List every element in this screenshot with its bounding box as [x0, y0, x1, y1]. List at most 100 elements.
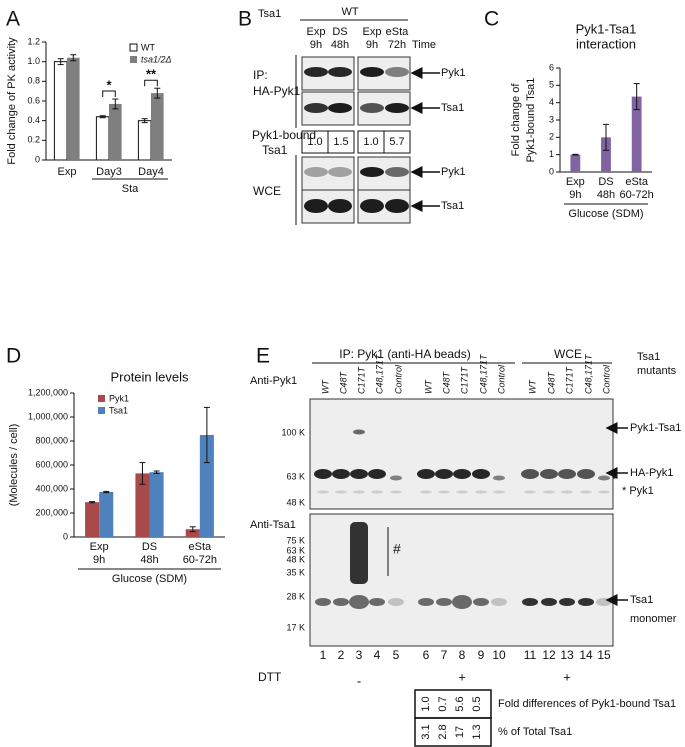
band [388, 598, 404, 606]
bar [199, 435, 214, 537]
lane-number: 2 [338, 648, 345, 662]
x-tick-label: 9h [93, 554, 105, 566]
label: - [357, 673, 361, 688]
x-tick-label: eSta [189, 541, 213, 553]
band [390, 490, 402, 494]
legend-swatch [129, 43, 138, 52]
band [368, 469, 386, 479]
error-bar [70, 54, 77, 62]
x-tick-label: 9h [569, 189, 581, 201]
lane-number: 7 [441, 648, 448, 662]
rotated-label: 0.7 [437, 696, 449, 711]
legend-entry: Tsa1 [109, 405, 128, 415]
x-tick-label: Exp [566, 176, 585, 188]
label: 9h [366, 39, 378, 51]
marker: 35 K [286, 567, 305, 577]
band [436, 598, 452, 606]
table-cell [414, 717, 492, 747]
legend-swatch [98, 395, 105, 402]
x-tick-label: Day3 [96, 166, 122, 178]
lane-number: 11 [524, 648, 537, 662]
ratio-box [327, 130, 355, 154]
label: Tsa1 [441, 102, 464, 114]
band [390, 475, 402, 481]
band [418, 598, 434, 606]
marker: 48 K [286, 497, 305, 507]
rotated-label: WT [320, 379, 330, 394]
panel-letter: D [6, 345, 21, 368]
label: Pyk1-Tsa1 [630, 422, 681, 434]
rotated-label: (Molecules / cell) [8, 424, 20, 507]
bar [53, 61, 68, 161]
label: Pyk1 [441, 67, 465, 79]
label: Anti-Tsa1 [250, 519, 296, 531]
band [540, 469, 558, 479]
band [332, 469, 350, 479]
label: HA-Pyk1 [630, 467, 673, 479]
label: 9h [310, 39, 322, 51]
rotated-label: C171T [356, 365, 366, 394]
marker: 63 K [286, 545, 305, 555]
label: # [393, 541, 401, 557]
band [417, 469, 435, 479]
label: * Pyk1 [622, 485, 654, 497]
label: Tsa1 [630, 594, 653, 606]
legend-swatch [130, 56, 137, 63]
chart-title: interaction [576, 36, 636, 51]
lane-number: 3 [356, 648, 363, 662]
bar [185, 529, 200, 537]
band [524, 490, 536, 494]
legend-entry: Pyk1 [109, 393, 129, 403]
y-tick-label: 600,000 [35, 459, 68, 469]
band [304, 103, 328, 113]
rotated-label: 3.1 [420, 724, 432, 739]
band [452, 595, 472, 609]
band [349, 595, 369, 609]
error-bar [189, 526, 196, 533]
label: Pyk1 [441, 166, 465, 178]
y-tick-label: 1,000,000 [28, 411, 68, 421]
band [360, 167, 384, 177]
label: IP: Pyk1 (anti-HA beads) [339, 347, 470, 361]
group-label: Glucose (SDM) [568, 208, 643, 220]
label: DTT [258, 670, 282, 684]
label: eSta [386, 26, 410, 38]
error-bar [139, 462, 146, 485]
rotated-label: 0.5 [471, 696, 483, 711]
rotated-label: Fold change of [510, 83, 522, 157]
x-tick-label: 48h [140, 554, 158, 566]
band [385, 103, 409, 113]
band [360, 199, 384, 213]
significance-bracket [102, 90, 116, 98]
band [328, 167, 352, 177]
lane-number: 8 [459, 648, 466, 662]
x-tick-label: DS [598, 176, 613, 188]
label: HA-Pyk1 [253, 84, 301, 98]
label: + [458, 669, 466, 684]
band [328, 67, 352, 77]
legend-swatch [98, 407, 105, 414]
label: 48h [331, 39, 349, 51]
smear [350, 522, 368, 584]
y-tick-label: 1.2 [27, 36, 40, 46]
y-tick-label: 0.6 [27, 95, 40, 105]
x-tick-label: DS [142, 541, 157, 553]
rotated-label: C48,171T [583, 353, 593, 394]
y-tick-label: 0 [63, 531, 68, 541]
band [559, 598, 575, 606]
label: IP: [253, 68, 268, 82]
y-tick-label: 800,000 [35, 435, 68, 445]
rotated-label: Fold change of PK activity [6, 37, 18, 165]
significance-bracket [144, 79, 158, 87]
band [304, 67, 328, 77]
bar [85, 502, 100, 537]
blot [301, 156, 355, 191]
error-bar [572, 153, 579, 156]
band [353, 429, 365, 435]
bar [109, 103, 122, 160]
band [522, 598, 538, 606]
x-tick-label: 48h [597, 189, 615, 201]
band [456, 490, 468, 494]
y-tick-label: 1 [549, 149, 554, 159]
rotated-label: C48,171T [478, 353, 488, 394]
